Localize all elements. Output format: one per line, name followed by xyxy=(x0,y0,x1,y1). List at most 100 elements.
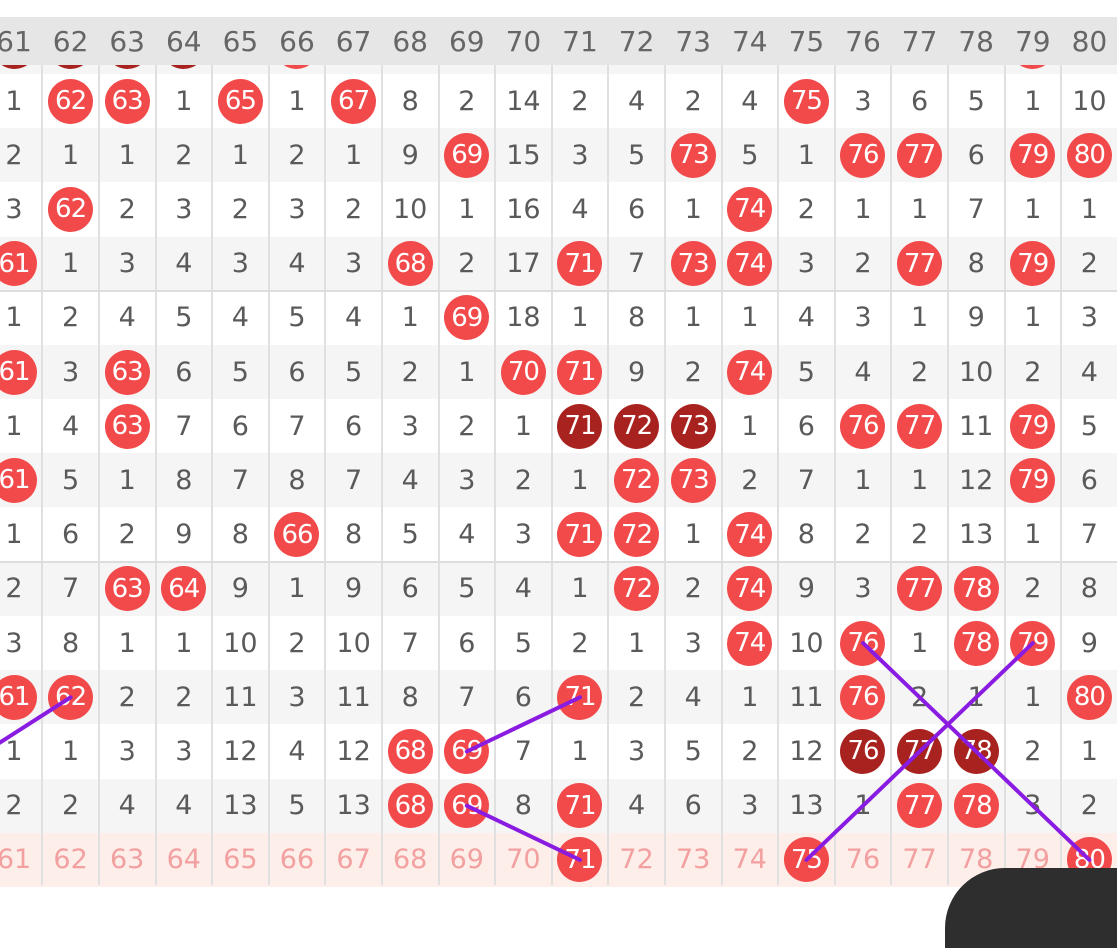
cell-col-70: 7 xyxy=(514,735,532,767)
table-row: 3 62 2 3 2 3 2 10 1 16 4 6 1 74 2 1 1 7 1 1 xyxy=(0,182,1117,236)
column-header-61[interactable]: 61 xyxy=(0,24,32,58)
cell-col-73: 1 xyxy=(684,302,702,334)
cell-col-70: 16 xyxy=(506,193,541,225)
table-row: 1 2 4 5 4 5 4 1 69 18 1 8 1 1 4 3 1 9 1 3 xyxy=(0,291,1117,345)
footer-number-row: 61 62 63 64 65 66 67 68 69 70 71 72 73 74 75 76 77 78 79 80 xyxy=(0,832,1117,887)
column-header-71[interactable]: 71 xyxy=(562,24,598,58)
column-header-64[interactable]: 64 xyxy=(165,24,202,58)
cell-col-78: 78 xyxy=(948,562,1005,616)
hit-ball: 72 xyxy=(614,457,660,503)
column-header-66[interactable]: 66 xyxy=(279,24,315,58)
cell-col-67: 13 xyxy=(336,790,371,822)
hit-ball: 61 xyxy=(0,674,37,720)
column-header-62[interactable]: 62 xyxy=(52,24,89,58)
cell-col-64: 8 xyxy=(175,464,193,496)
column-header-77[interactable]: 77 xyxy=(901,24,938,58)
table-row: 6162221131187671241117621180 xyxy=(0,670,1117,725)
floating-action-panel[interactable] xyxy=(945,868,1117,948)
cell-col-73: 73 xyxy=(676,844,711,876)
cell-col-72: 5 xyxy=(628,139,646,171)
hit-ball: 72 xyxy=(614,512,660,558)
column-header-69[interactable]: 69 xyxy=(448,24,485,58)
cell-col-76: 4 xyxy=(854,356,872,388)
cell-col-68: 3 xyxy=(401,410,419,442)
column-divider xyxy=(41,65,44,885)
cell-col-73: 4 xyxy=(684,681,702,713)
column-divider xyxy=(154,65,157,885)
hit-ball: 79 xyxy=(1010,241,1056,287)
cell-col-69: 1 xyxy=(458,356,476,388)
cell-col-71: 1 xyxy=(571,573,589,605)
cell-col-67: 3 xyxy=(345,248,363,280)
hit-ball: 67 xyxy=(331,78,377,124)
cell-col-65: 11 xyxy=(223,681,258,713)
cell-col-69: 69 xyxy=(439,291,496,345)
cell-col-72: 9 xyxy=(628,356,646,388)
cell-col-65: 13 xyxy=(223,790,258,822)
cell-col-67: 9 xyxy=(345,573,363,605)
column-divider xyxy=(833,65,836,885)
cell-col-63: 63 xyxy=(110,844,145,876)
cell-col-75: 3 xyxy=(797,248,815,280)
cell-col-71: 1 xyxy=(571,464,589,496)
cell-col-67: 7 xyxy=(345,464,363,496)
column-header-80[interactable]: 80 xyxy=(1071,24,1108,58)
hit-ball: 77 xyxy=(897,403,943,449)
cell-col-64: 3 xyxy=(175,193,193,225)
hit-ball: 79 xyxy=(1010,457,1056,503)
cell-col-73: 6 xyxy=(684,790,702,822)
cell-col-74: 74 xyxy=(722,616,779,670)
column-header-76[interactable]: 76 xyxy=(845,24,881,58)
cell-col-69: 6 xyxy=(458,627,476,659)
hit-ball: 62 xyxy=(48,186,94,232)
column-header-75[interactable]: 75 xyxy=(788,24,825,58)
hit-ball: 61 xyxy=(0,349,37,395)
cell-col-70: 18 xyxy=(506,302,541,334)
table-row: 61 1 3 4 3 4 3 68 2 17 71 7 73 74 3 2 77 8 79 2 xyxy=(0,236,1117,291)
cell-col-68: 6 xyxy=(401,573,419,605)
cell-col-71: 2 xyxy=(571,627,589,659)
cell-col-71: 1 xyxy=(571,735,589,767)
column-divider xyxy=(380,65,383,885)
cell-col-67: 2 xyxy=(345,193,363,225)
cell-col-71: 1 xyxy=(571,302,589,334)
cell-col-79: 79 xyxy=(1005,237,1062,291)
cell-col-75: 12 xyxy=(789,735,824,767)
cell-col-63: 1 xyxy=(118,139,136,171)
column-header-72[interactable]: 72 xyxy=(618,24,655,58)
column-header-79[interactable]: 79 xyxy=(1014,24,1051,58)
cell-col-77: 77 xyxy=(902,844,937,876)
column-header-63[interactable]: 63 xyxy=(109,24,145,58)
hit-ball: 71 xyxy=(557,241,603,287)
cell-col-67: 5 xyxy=(345,356,363,388)
hit-ball: 80 xyxy=(1066,132,1112,178)
cell-col-67: 6 xyxy=(345,410,363,442)
row-group-divider xyxy=(0,560,1117,563)
column-divider xyxy=(267,65,270,885)
hit-ball: 63 xyxy=(104,566,150,612)
cell-col-70: 4 xyxy=(514,573,532,605)
column-header-74[interactable]: 74 xyxy=(731,24,768,58)
column-header-65[interactable]: 65 xyxy=(222,24,259,58)
trend-line xyxy=(0,695,73,745)
cell-col-65: 8 xyxy=(231,519,249,551)
hit-ball: 69 xyxy=(444,132,490,178)
cell-col-80: 9 xyxy=(1080,627,1098,659)
cell-col-67: 4 xyxy=(345,302,363,334)
cell-col-65: 5 xyxy=(231,356,249,388)
cell-col-63: 4 xyxy=(118,302,136,334)
column-header-70[interactable]: 70 xyxy=(505,24,542,58)
cell-col-73: 2 xyxy=(684,356,702,388)
repeat-hit-ball: 71 xyxy=(557,403,603,449)
cell-col-77: 2 xyxy=(911,356,929,388)
cell-col-76: 2 xyxy=(854,248,872,280)
cell-col-80: 2 xyxy=(1080,790,1098,822)
column-divider xyxy=(550,65,553,885)
column-header-68[interactable]: 68 xyxy=(392,24,428,58)
cell-col-61: 61 xyxy=(0,237,42,291)
column-header-73[interactable]: 73 xyxy=(675,24,711,58)
cell-col-68: 1 xyxy=(401,302,419,334)
cell-col-79: 2 xyxy=(1024,573,1042,605)
column-header-67[interactable]: 67 xyxy=(335,24,372,58)
column-header-78[interactable]: 78 xyxy=(958,24,994,58)
